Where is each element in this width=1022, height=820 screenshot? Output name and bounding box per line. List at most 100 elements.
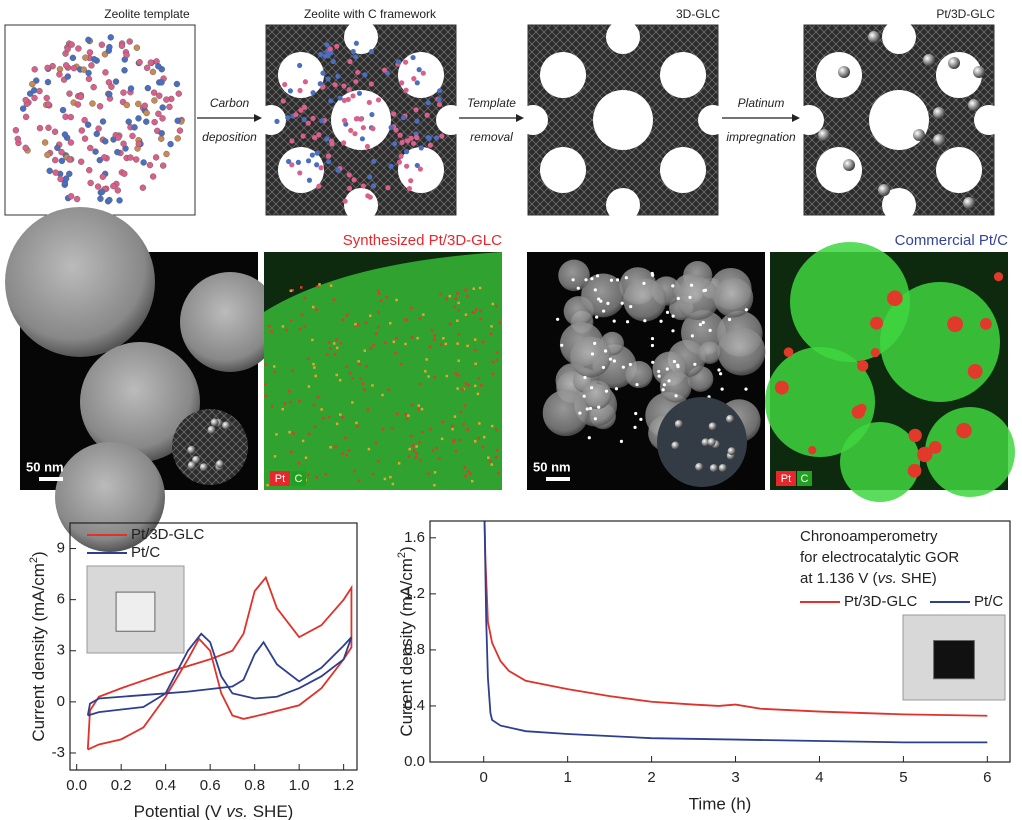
pt-signal xyxy=(266,483,269,487)
atom xyxy=(355,69,361,75)
pt-signal xyxy=(448,322,452,326)
pt-signal xyxy=(456,292,459,295)
pt-signal xyxy=(405,417,409,421)
pt-signal xyxy=(306,473,310,477)
pt-signal xyxy=(435,446,439,450)
inset-model xyxy=(172,409,248,485)
scale-bar xyxy=(39,477,63,481)
pt-particle xyxy=(616,278,620,282)
pt-signal xyxy=(907,463,922,478)
pt-signal xyxy=(358,363,361,366)
atom xyxy=(400,115,407,121)
atom xyxy=(425,134,431,141)
decoration xyxy=(4,20,1015,701)
pt-signal xyxy=(356,424,359,428)
pt-signal xyxy=(410,434,413,438)
pore xyxy=(518,105,548,135)
atom xyxy=(293,112,299,118)
atom xyxy=(347,58,353,65)
carbon-map xyxy=(840,422,920,502)
atom xyxy=(350,48,356,55)
pt-signal xyxy=(327,415,331,419)
pt-signal xyxy=(453,415,457,418)
pt-signal xyxy=(315,308,319,311)
label-part: ) xyxy=(29,551,48,557)
atom xyxy=(87,179,94,187)
pt-signal xyxy=(431,449,435,452)
pt-signal xyxy=(316,285,319,288)
pt-particle xyxy=(718,372,723,376)
atom xyxy=(98,41,106,48)
pt-signal xyxy=(908,428,922,443)
pt-signal xyxy=(335,422,339,426)
atom xyxy=(310,115,316,121)
atom xyxy=(371,158,377,164)
pt-signal xyxy=(292,432,295,435)
pt-signal xyxy=(404,342,407,346)
atom xyxy=(301,104,308,110)
map-label: C xyxy=(295,473,303,485)
pt-particle xyxy=(659,319,663,323)
pt-particle xyxy=(726,414,735,423)
pt-particle xyxy=(588,406,593,411)
atom xyxy=(90,83,97,91)
atom xyxy=(98,188,106,196)
atom xyxy=(144,84,152,92)
pt-signal xyxy=(454,297,457,300)
atom xyxy=(116,197,123,204)
pt-signal xyxy=(314,374,318,378)
step-label: deposition xyxy=(202,130,257,144)
pt-signal xyxy=(774,380,789,395)
particle xyxy=(623,278,667,322)
atom xyxy=(404,138,411,144)
atom xyxy=(151,118,158,126)
pore xyxy=(606,20,640,54)
pt-signal xyxy=(273,365,276,368)
atom xyxy=(341,83,347,89)
atom xyxy=(174,117,181,124)
atom xyxy=(44,78,52,86)
pt-signal xyxy=(326,353,329,356)
pt-particle xyxy=(913,129,925,141)
pt-signal xyxy=(338,378,342,382)
pt-particle xyxy=(868,31,880,43)
pt-signal xyxy=(345,313,349,317)
atom xyxy=(359,136,366,142)
pt-signal xyxy=(425,358,428,361)
atom xyxy=(318,51,324,58)
pt-particle xyxy=(625,320,630,324)
atom xyxy=(114,187,122,194)
pore xyxy=(869,90,929,150)
pt-signal xyxy=(439,292,442,296)
atom xyxy=(120,140,127,147)
atom xyxy=(287,88,293,94)
pt-signal xyxy=(405,318,409,322)
pore xyxy=(398,52,444,98)
pore xyxy=(540,52,586,98)
pt-particle xyxy=(215,460,224,469)
atom xyxy=(413,134,420,140)
atom xyxy=(82,54,89,61)
atom xyxy=(342,198,348,204)
atom xyxy=(158,130,165,137)
pt-particle xyxy=(707,438,716,447)
label-part: Potential (V xyxy=(134,802,227,820)
pore xyxy=(660,52,706,98)
atom xyxy=(332,82,338,88)
pt-signal xyxy=(477,437,481,440)
label-part: Current density (mA/cm xyxy=(29,563,48,742)
pt-signal xyxy=(363,349,367,352)
pt-signal xyxy=(433,483,436,487)
atom xyxy=(147,59,155,66)
pt-particle xyxy=(585,407,589,411)
pt-signal xyxy=(381,393,384,397)
pt-particle xyxy=(727,317,732,322)
atom xyxy=(115,134,122,141)
atom xyxy=(123,101,131,109)
y-tick-label: 9 xyxy=(57,540,65,557)
pt-signal xyxy=(489,332,493,335)
atom xyxy=(274,118,280,124)
atom xyxy=(439,133,445,139)
pt-signal xyxy=(497,471,500,475)
atom xyxy=(295,159,301,165)
